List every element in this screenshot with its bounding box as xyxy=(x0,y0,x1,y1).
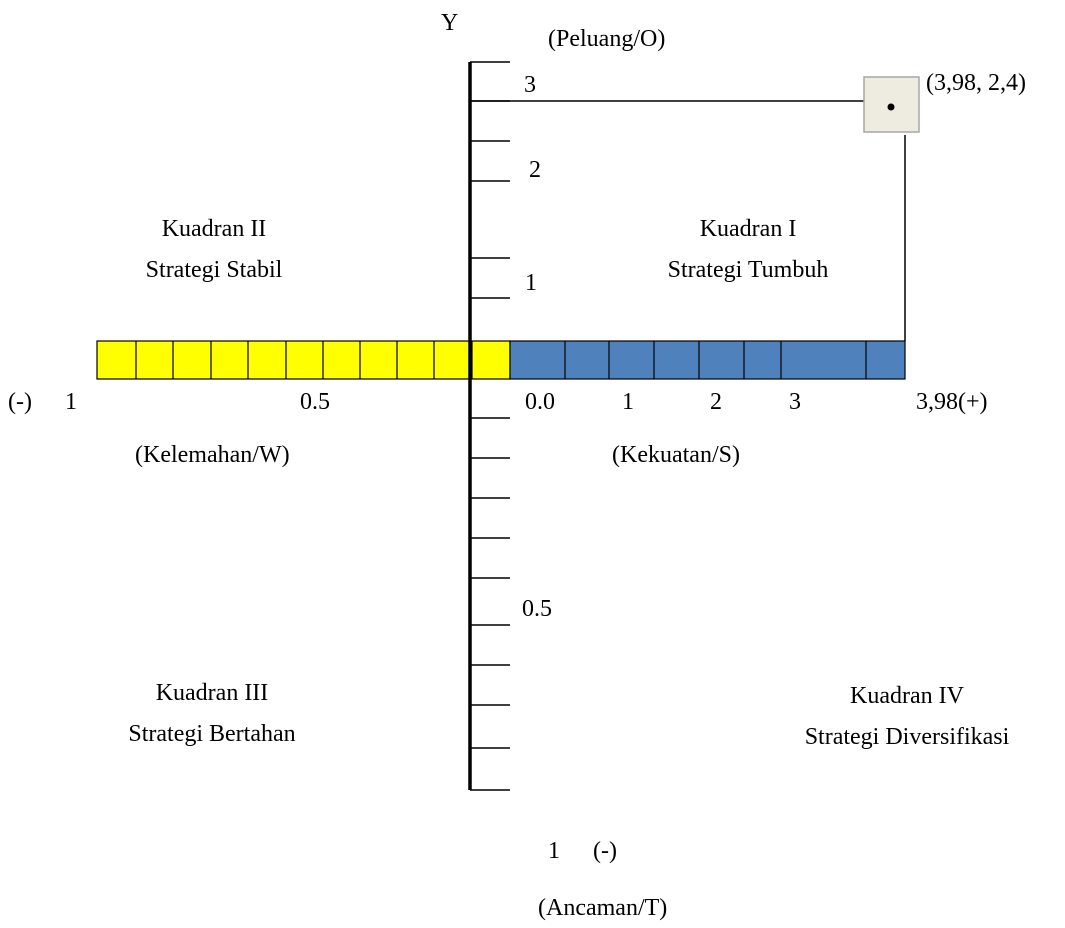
weakness-bar xyxy=(96,340,511,380)
y-tick-3: 3 xyxy=(524,72,536,98)
strength-label: (Kekuatan/S) xyxy=(612,442,740,468)
x-tick-0: 0.0 xyxy=(525,389,555,415)
x-tick-3: 3 xyxy=(789,389,801,415)
bar-dividers xyxy=(135,341,867,379)
quadrant-4-strategy: Strategi Diversifikasi xyxy=(805,724,1010,750)
quadrant-4-name: Kuadran IV xyxy=(850,683,965,709)
x-right-end: 3,98(+) xyxy=(916,389,988,415)
quadrant-1-strategy: Strategi Tumbuh xyxy=(668,257,829,283)
point-label: (3,98, 2,4) xyxy=(926,70,1026,96)
quadrant-2-strategy: Strategi Stabil xyxy=(146,257,283,283)
x-left-sign: (-) xyxy=(8,389,32,415)
y-tick-1: 1 xyxy=(525,270,537,296)
weakness-label: (Kelemahan/W) xyxy=(135,442,290,468)
vertical-axis-ticks xyxy=(470,61,510,791)
point-dot xyxy=(887,103,895,111)
x-tick-1: 1 xyxy=(622,389,634,415)
opportunity-label: (Peluang/O) xyxy=(548,26,665,52)
strength-bar xyxy=(509,340,906,380)
x-left-half: 0.5 xyxy=(300,389,330,415)
y-bottom-value: 1 xyxy=(548,838,560,864)
y-tick-2: 2 xyxy=(529,157,541,183)
quadrant-2-name: Kuadran II xyxy=(162,216,267,242)
y-tick-0-5: 0.5 xyxy=(522,596,552,622)
quadrant-3-name: Kuadran III xyxy=(156,680,269,706)
quadrant-1-name: Kuadran I xyxy=(700,216,797,242)
x-tick-2: 2 xyxy=(710,389,722,415)
y-bottom-sign: (-) xyxy=(593,838,617,864)
quadrant-3-strategy: Strategi Bertahan xyxy=(128,721,295,747)
y-axis-title: Y xyxy=(441,10,458,36)
threat-label: (Ancaman/T) xyxy=(538,895,667,921)
x-left-value: 1 xyxy=(65,389,77,415)
